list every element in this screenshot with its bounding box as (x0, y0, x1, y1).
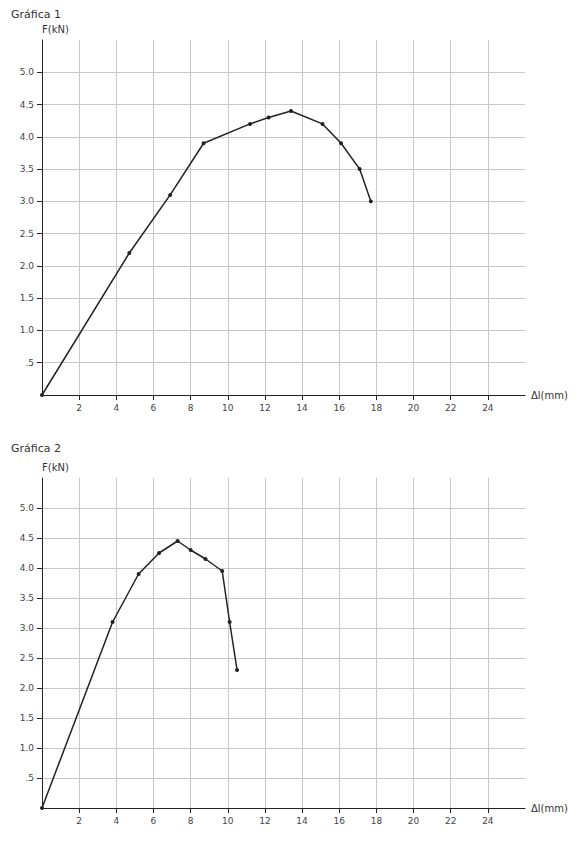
svg-text:Δl(mm): Δl(mm) (531, 803, 568, 814)
svg-text:6: 6 (151, 816, 157, 826)
svg-text:F(kN): F(kN) (42, 462, 69, 473)
svg-text:22: 22 (445, 403, 456, 413)
svg-text:3.5: 3.5 (20, 164, 34, 174)
svg-text:18: 18 (371, 403, 383, 413)
svg-text:14: 14 (296, 403, 308, 413)
svg-text:3.5: 3.5 (20, 593, 34, 603)
svg-text:1.0: 1.0 (20, 325, 35, 335)
svg-text:4: 4 (113, 816, 119, 826)
svg-text:2.5: 2.5 (20, 229, 34, 239)
svg-text:10: 10 (222, 816, 234, 826)
svg-text:.5: .5 (25, 358, 34, 368)
svg-text:Δl(mm): Δl(mm) (531, 390, 568, 401)
svg-text:3.0: 3.0 (20, 623, 35, 633)
svg-text:.5: .5 (25, 773, 34, 783)
svg-text:Gráfica 2: Gráfica 2 (11, 442, 61, 455)
svg-text:16: 16 (334, 816, 346, 826)
svg-text:22: 22 (445, 816, 456, 826)
svg-text:4.5: 4.5 (20, 533, 34, 543)
svg-text:5.0: 5.0 (20, 503, 35, 513)
svg-text:2: 2 (76, 816, 82, 826)
svg-text:1.5: 1.5 (20, 713, 34, 723)
svg-text:24: 24 (482, 816, 494, 826)
svg-text:4: 4 (113, 403, 119, 413)
svg-text:2.5: 2.5 (20, 653, 34, 663)
svg-text:2: 2 (76, 403, 82, 413)
svg-text:18: 18 (371, 816, 383, 826)
svg-text:5.0: 5.0 (20, 67, 35, 77)
svg-text:Gráfica 1: Gráfica 1 (11, 8, 61, 21)
svg-text:1.0: 1.0 (20, 743, 35, 753)
svg-text:8: 8 (188, 816, 194, 826)
svg-text:20: 20 (408, 403, 420, 413)
svg-text:12: 12 (259, 816, 270, 826)
svg-text:8: 8 (188, 403, 194, 413)
svg-text:24: 24 (482, 403, 494, 413)
svg-text:F(kN): F(kN) (42, 24, 69, 35)
svg-text:3.0: 3.0 (20, 196, 35, 206)
svg-text:4.0: 4.0 (20, 563, 35, 573)
svg-text:16: 16 (334, 403, 346, 413)
svg-text:2.0: 2.0 (20, 261, 35, 271)
svg-text:4.5: 4.5 (20, 100, 34, 110)
svg-text:1.5: 1.5 (20, 293, 34, 303)
svg-text:10: 10 (222, 403, 234, 413)
svg-text:2.0: 2.0 (20, 683, 35, 693)
svg-text:14: 14 (296, 816, 308, 826)
svg-text:12: 12 (259, 403, 270, 413)
svg-text:6: 6 (151, 403, 157, 413)
svg-text:4.0: 4.0 (20, 132, 35, 142)
svg-text:20: 20 (408, 816, 420, 826)
